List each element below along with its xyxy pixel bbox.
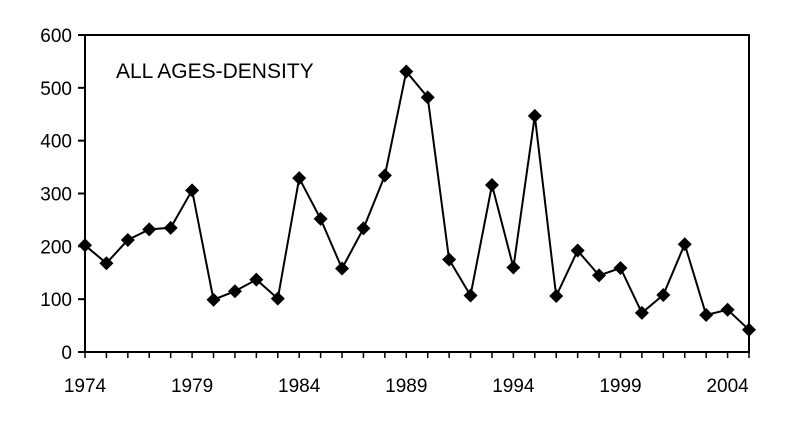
data-point-marker <box>677 237 692 252</box>
y-tick-label: 600 <box>40 26 72 47</box>
x-tick-label: 1994 <box>492 376 535 397</box>
data-point-marker <box>592 268 607 283</box>
y-tick-label: 100 <box>40 290 72 311</box>
data-point-marker <box>463 288 478 303</box>
data-point-marker <box>399 64 414 79</box>
data-point-marker <box>292 171 307 186</box>
data-point-marker <box>442 252 457 267</box>
data-point-marker <box>506 260 521 275</box>
data-point-marker <box>634 305 649 320</box>
y-tick-label: 0 <box>61 343 72 364</box>
data-point-marker <box>185 183 200 198</box>
x-tick-label: 1984 <box>278 376 321 397</box>
data-point-marker <box>484 178 499 193</box>
x-axis: 1974 1979 1984 1989 1994 1999 2004 <box>64 352 750 397</box>
x-tick-label: 1989 <box>385 376 427 397</box>
x-tick-label: 1974 <box>64 376 107 397</box>
data-markers <box>78 64 756 337</box>
data-point-marker <box>78 238 92 253</box>
data-point-marker <box>613 260 628 275</box>
x-tick-label: 2004 <box>706 376 749 397</box>
data-point-marker <box>163 220 178 235</box>
data-point-marker <box>570 243 585 258</box>
data-point-marker <box>335 261 350 276</box>
y-tick-label: 500 <box>40 79 72 100</box>
data-point-marker <box>356 221 371 236</box>
data-point-marker <box>120 232 135 247</box>
y-tick-label: 200 <box>40 237 72 258</box>
y-tick-label: 400 <box>40 132 72 153</box>
data-point-marker <box>742 322 756 337</box>
data-point-marker <box>377 168 392 183</box>
data-point-marker <box>206 292 221 307</box>
x-tick-label: 1999 <box>599 376 641 397</box>
data-point-marker <box>270 291 285 306</box>
data-point-marker <box>142 222 157 237</box>
x-tick-label: 1979 <box>171 376 213 397</box>
data-point-marker <box>99 256 114 271</box>
data-point-marker <box>656 287 671 302</box>
y-tick-label: 300 <box>40 185 72 206</box>
data-point-marker <box>313 211 328 226</box>
data-point-marker <box>527 108 542 123</box>
data-point-marker <box>249 272 264 287</box>
data-point-marker <box>420 90 435 105</box>
data-point-marker <box>227 284 242 299</box>
data-point-marker <box>699 308 714 323</box>
series-line <box>84 69 750 331</box>
data-point-marker <box>720 302 735 317</box>
chart-title: ALL AGES-DENSITY <box>116 60 314 83</box>
data-point-marker <box>549 288 564 303</box>
y-axis: 0 100 200 300 400 500 600 <box>40 26 85 364</box>
